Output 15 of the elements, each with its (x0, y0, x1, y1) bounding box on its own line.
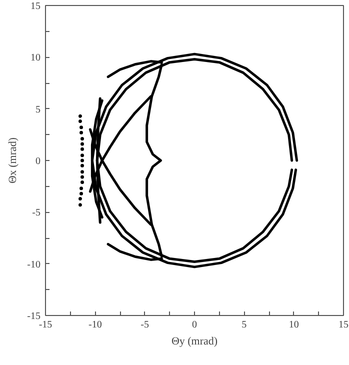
x-tick-label: 15 (338, 320, 348, 330)
x-axis-title: Θy (mrad) (171, 336, 218, 348)
x-tick-label: -10 (88, 320, 102, 330)
y-tick-label: 15 (30, 1, 40, 12)
x-tick-label: 10 (288, 320, 299, 330)
y-tick-label: -15 (27, 311, 41, 322)
y-tick-label: -5 (32, 208, 41, 219)
x-tick-label: 0 (192, 320, 197, 330)
y-tick-label: 5 (36, 104, 40, 116)
y-tick-label: 0 (36, 156, 40, 167)
y-tick-label: -10 (27, 259, 41, 270)
y-axis-title: Θx (mrad) (7, 137, 20, 184)
x-tick-label: 5 (242, 320, 247, 330)
y-tick-label: 10 (30, 52, 40, 64)
x-tick-label: -5 (140, 320, 150, 330)
